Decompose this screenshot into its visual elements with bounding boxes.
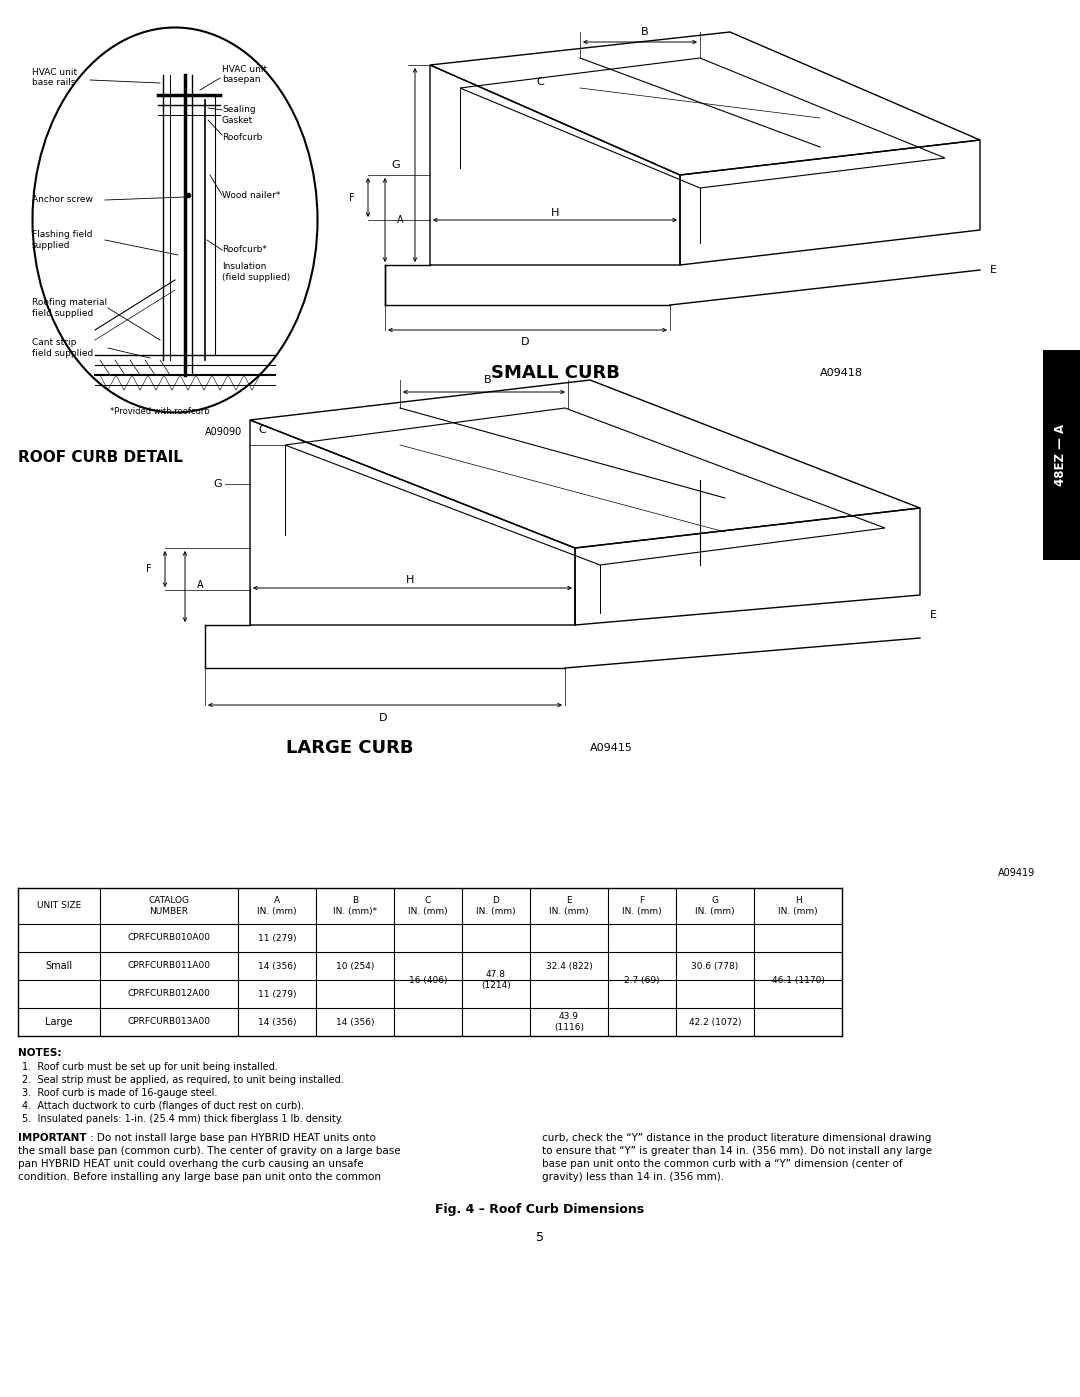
Text: F: F [147,564,152,574]
Text: E
IN. (mm): E IN. (mm) [550,897,589,915]
Text: 30.6 (778): 30.6 (778) [691,961,739,971]
Text: HVAC unit
basepan: HVAC unit basepan [222,66,267,84]
Text: A: A [397,215,404,225]
Text: A09415: A09415 [590,743,633,753]
Text: *Provided with roofcurb: *Provided with roofcurb [110,408,210,416]
Text: A09090: A09090 [205,427,242,437]
Text: A09418: A09418 [820,367,863,379]
Text: A
IN. (mm): A IN. (mm) [257,897,297,915]
Text: Sealing
Gasket: Sealing Gasket [222,105,256,124]
Text: H: H [551,208,559,218]
Text: the small base pan (common curb). The center of gravity on a large base: the small base pan (common curb). The ce… [18,1146,401,1155]
Text: 32.4 (822): 32.4 (822) [545,961,592,971]
Text: Roofing material
field supplied: Roofing material field supplied [32,299,107,317]
Text: CPRFCURB013A00: CPRFCURB013A00 [127,1017,211,1027]
Text: F: F [349,193,355,203]
Text: G: G [391,161,400,170]
Text: SMALL CURB: SMALL CURB [490,365,620,381]
Text: pan HYBRID HEAT unit could overhang the curb causing an unsafe: pan HYBRID HEAT unit could overhang the … [18,1160,364,1169]
Text: HVAC unit
base rails: HVAC unit base rails [32,68,77,88]
Text: D: D [379,712,388,724]
Text: 48EZ — A: 48EZ — A [1054,423,1067,486]
Text: 16 (406): 16 (406) [408,975,447,985]
Text: F
IN. (mm): F IN. (mm) [622,897,662,915]
Text: Roofcurb: Roofcurb [222,134,262,142]
Text: 43.9
(1116): 43.9 (1116) [554,1013,584,1032]
Text: gravity) less than 14 in. (356 mm).: gravity) less than 14 in. (356 mm). [542,1172,724,1182]
Text: H
IN. (mm): H IN. (mm) [779,897,818,915]
Text: CPRFCURB011A00: CPRFCURB011A00 [127,961,211,971]
Text: Flashing field
supplied: Flashing field supplied [32,231,93,250]
Text: base pan unit onto the common curb with a “Y” dimension (center of: base pan unit onto the common curb with … [542,1160,903,1169]
Text: 3.  Roof curb is made of 16-gauge steel.: 3. Roof curb is made of 16-gauge steel. [22,1088,217,1098]
Text: H: H [406,576,415,585]
Text: LARGE CURB: LARGE CURB [286,739,414,757]
Text: 42.2 (1072): 42.2 (1072) [689,1017,741,1027]
Text: 5: 5 [536,1231,544,1243]
Text: Small: Small [45,961,72,971]
Text: CPRFCURB010A00: CPRFCURB010A00 [127,933,211,943]
Text: 4.  Attach ductwork to curb (flanges of duct rest on curb).: 4. Attach ductwork to curb (flanges of d… [22,1101,303,1111]
Text: 11 (279): 11 (279) [258,933,296,943]
Text: C: C [536,77,544,87]
Text: CATALOG
NUMBER: CATALOG NUMBER [149,897,189,915]
Text: B
IN. (mm)*: B IN. (mm)* [333,897,377,915]
Text: Roofcurb*: Roofcurb* [222,246,267,254]
Text: Cant strip
field supplied: Cant strip field supplied [32,338,93,358]
Bar [1043,351,1080,560]
Text: UNIT SIZE: UNIT SIZE [37,901,81,911]
Text: 14 (356): 14 (356) [336,1017,375,1027]
Text: C
IN. (mm): C IN. (mm) [408,897,448,915]
Text: to ensure that “Y” is greater than 14 in. (356 mm). Do not install any large: to ensure that “Y” is greater than 14 in… [542,1146,932,1155]
Text: Large: Large [45,1017,72,1027]
Text: Anchor screw: Anchor screw [32,196,93,204]
Text: A: A [197,580,204,590]
Text: IMPORTANT: IMPORTANT [18,1133,86,1143]
Text: curb, check the “Y” distance in the product literature dimensional drawing: curb, check the “Y” distance in the prod… [542,1133,931,1143]
Text: Insulation
(field supplied): Insulation (field supplied) [222,263,291,282]
Text: 5.  Insulated panels: 1-in. (25.4 mm) thick fiberglass 1 lb. density.: 5. Insulated panels: 1-in. (25.4 mm) thi… [22,1113,343,1125]
Text: B: B [484,374,491,386]
Text: 2.7 (69): 2.7 (69) [624,975,660,985]
Text: E: E [930,610,937,620]
Text: B: B [642,27,649,36]
Text: D: D [521,337,529,346]
Text: 1.  Roof curb must be set up for unit being installed.: 1. Roof curb must be set up for unit bei… [22,1062,278,1071]
Text: 47.8
(1214): 47.8 (1214) [481,971,511,989]
Bar [18,888,842,1037]
Text: E: E [990,265,997,275]
Text: ROOF CURB DETAIL: ROOF CURB DETAIL [18,450,183,465]
Text: G: G [214,479,222,489]
Text: D
IN. (mm): D IN. (mm) [476,897,516,915]
Text: 2.  Seal strip must be applied, as required, to unit being installed.: 2. Seal strip must be applied, as requir… [22,1076,343,1085]
Text: 10 (254): 10 (254) [336,961,374,971]
Text: 46.1 (1170): 46.1 (1170) [771,975,824,985]
Text: A09419: A09419 [998,868,1035,877]
Text: : Do not install large base pan HYBRID HEAT units onto: : Do not install large base pan HYBRID H… [90,1133,376,1143]
Text: condition. Before installing any large base pan unit onto the common: condition. Before installing any large b… [18,1172,381,1182]
Text: Wood nailer*: Wood nailer* [222,190,281,200]
Text: Fig. 4 – Roof Curb Dimensions: Fig. 4 – Roof Curb Dimensions [435,1203,645,1215]
Text: CPRFCURB012A00: CPRFCURB012A00 [127,989,211,999]
Text: 14 (356): 14 (356) [258,961,296,971]
Text: G
IN. (mm): G IN. (mm) [696,897,734,915]
Text: 11 (279): 11 (279) [258,989,296,999]
Text: NOTES:: NOTES: [18,1048,62,1058]
Text: C: C [258,425,266,434]
Text: 14 (356): 14 (356) [258,1017,296,1027]
